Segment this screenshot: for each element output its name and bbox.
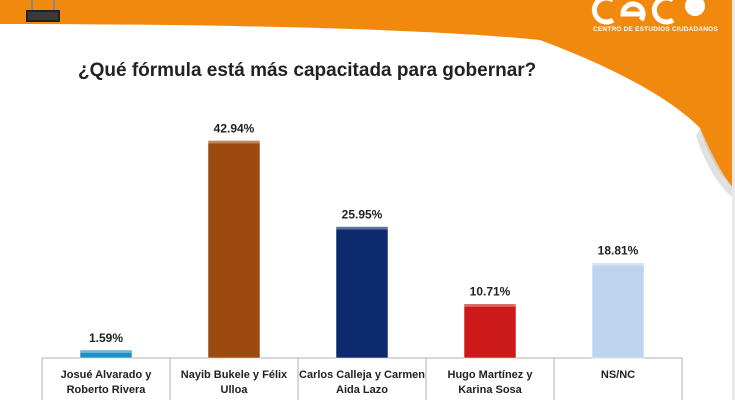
- bar: [79, 349, 133, 359]
- cec-logo: CENTRO DE ESTUDIOS CIUDADANOS: [583, 0, 723, 40]
- bar-highlight: [80, 349, 132, 353]
- bar-highlight: [592, 262, 644, 266]
- category-label: Ulloa: [221, 384, 249, 396]
- bar-highlight: [464, 303, 516, 307]
- data-label: 1.59%: [89, 331, 123, 345]
- right-edge-divider: [732, 0, 735, 400]
- data-label: 18.81%: [598, 244, 639, 258]
- category-label: Carlos Calleja y Carmen: [299, 369, 425, 381]
- category-label: Roberto Rivera: [67, 384, 147, 396]
- chart-title: ¿Qué fórmula está más capacitada para go…: [78, 60, 537, 81]
- bar: [591, 262, 645, 359]
- binder-clip-icon: [26, 0, 60, 22]
- category-label: Karina Sosa: [458, 384, 522, 396]
- logo-tagline: CENTRO DE ESTUDIOS CIUDADANOS: [593, 26, 718, 33]
- category-label: Nayib Bukele y Félix: [181, 369, 288, 381]
- category-label: NS/NC: [601, 369, 635, 381]
- bar: [207, 140, 261, 359]
- category-label: Hugo Martínez y: [448, 369, 534, 381]
- category-label: Josué Alvarado y: [61, 369, 153, 381]
- data-label: 10.71%: [470, 285, 511, 299]
- bar-highlight: [336, 226, 388, 230]
- cec-logo-mark: [591, 0, 705, 25]
- bar: [463, 303, 517, 359]
- data-label: 42.94%: [214, 121, 255, 135]
- bar: [335, 226, 389, 359]
- data-label: 25.95%: [342, 208, 383, 222]
- category-label: Aida Lazo: [336, 384, 388, 396]
- bar-highlight: [208, 140, 260, 144]
